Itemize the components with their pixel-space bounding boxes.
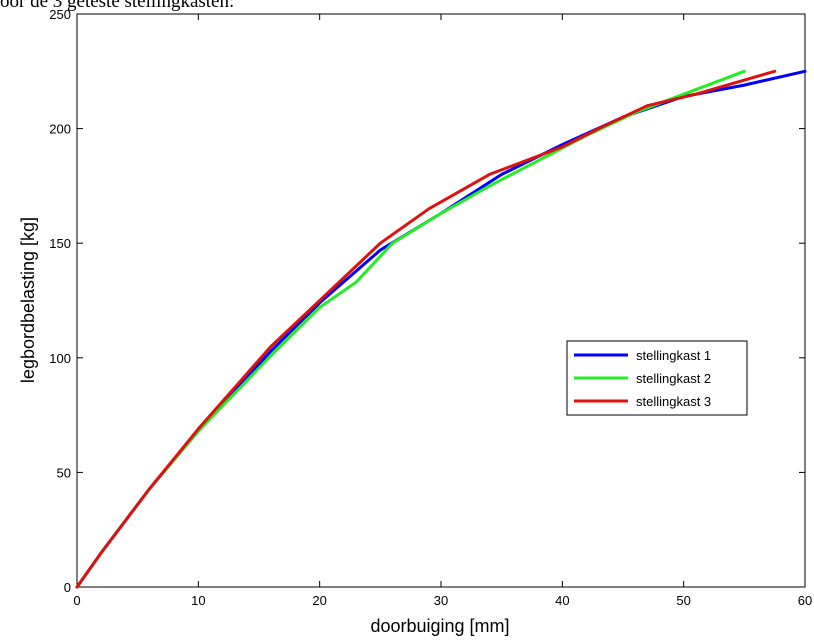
legend-label-1: stellingkast 1 <box>636 348 711 363</box>
legend-label-3: stellingkast 3 <box>636 394 711 409</box>
y-axis-ticks: 0 50 100 150 200 250 <box>49 7 805 595</box>
x-tick-label: 50 <box>676 593 690 608</box>
series-line-stellingkast-3 <box>75 69 777 589</box>
legend: stellingkast 1 stellingkast 2 stellingkast… <box>566 340 748 416</box>
y-tick-label: 200 <box>49 122 71 137</box>
x-tick-label: 20 <box>312 593 326 608</box>
y-tick-label: 150 <box>49 236 71 251</box>
y-axis-label: legbordbelasting [kg] <box>18 217 38 383</box>
x-tick-label: 0 <box>73 593 80 608</box>
x-tick-label: 10 <box>191 593 205 608</box>
caption-top: oor de 3 geteste stellingkasten: <box>0 0 235 12</box>
x-axis-label: doorbuiging [mm] <box>370 616 509 636</box>
y-tick-label: 50 <box>57 465 71 480</box>
y-tick-label: 250 <box>49 7 71 22</box>
x-axis-ticks: 0 10 20 30 40 50 60 <box>73 14 812 608</box>
series-lines <box>75 69 807 589</box>
x-tick-label: 30 <box>434 593 448 608</box>
x-tick-label: 60 <box>798 593 812 608</box>
y-tick-label: 100 <box>49 351 71 366</box>
plot-area <box>76 13 806 588</box>
x-tick-label: 40 <box>555 593 569 608</box>
legend-label-2: stellingkast 2 <box>636 371 711 386</box>
y-tick-label: 0 <box>64 580 71 595</box>
